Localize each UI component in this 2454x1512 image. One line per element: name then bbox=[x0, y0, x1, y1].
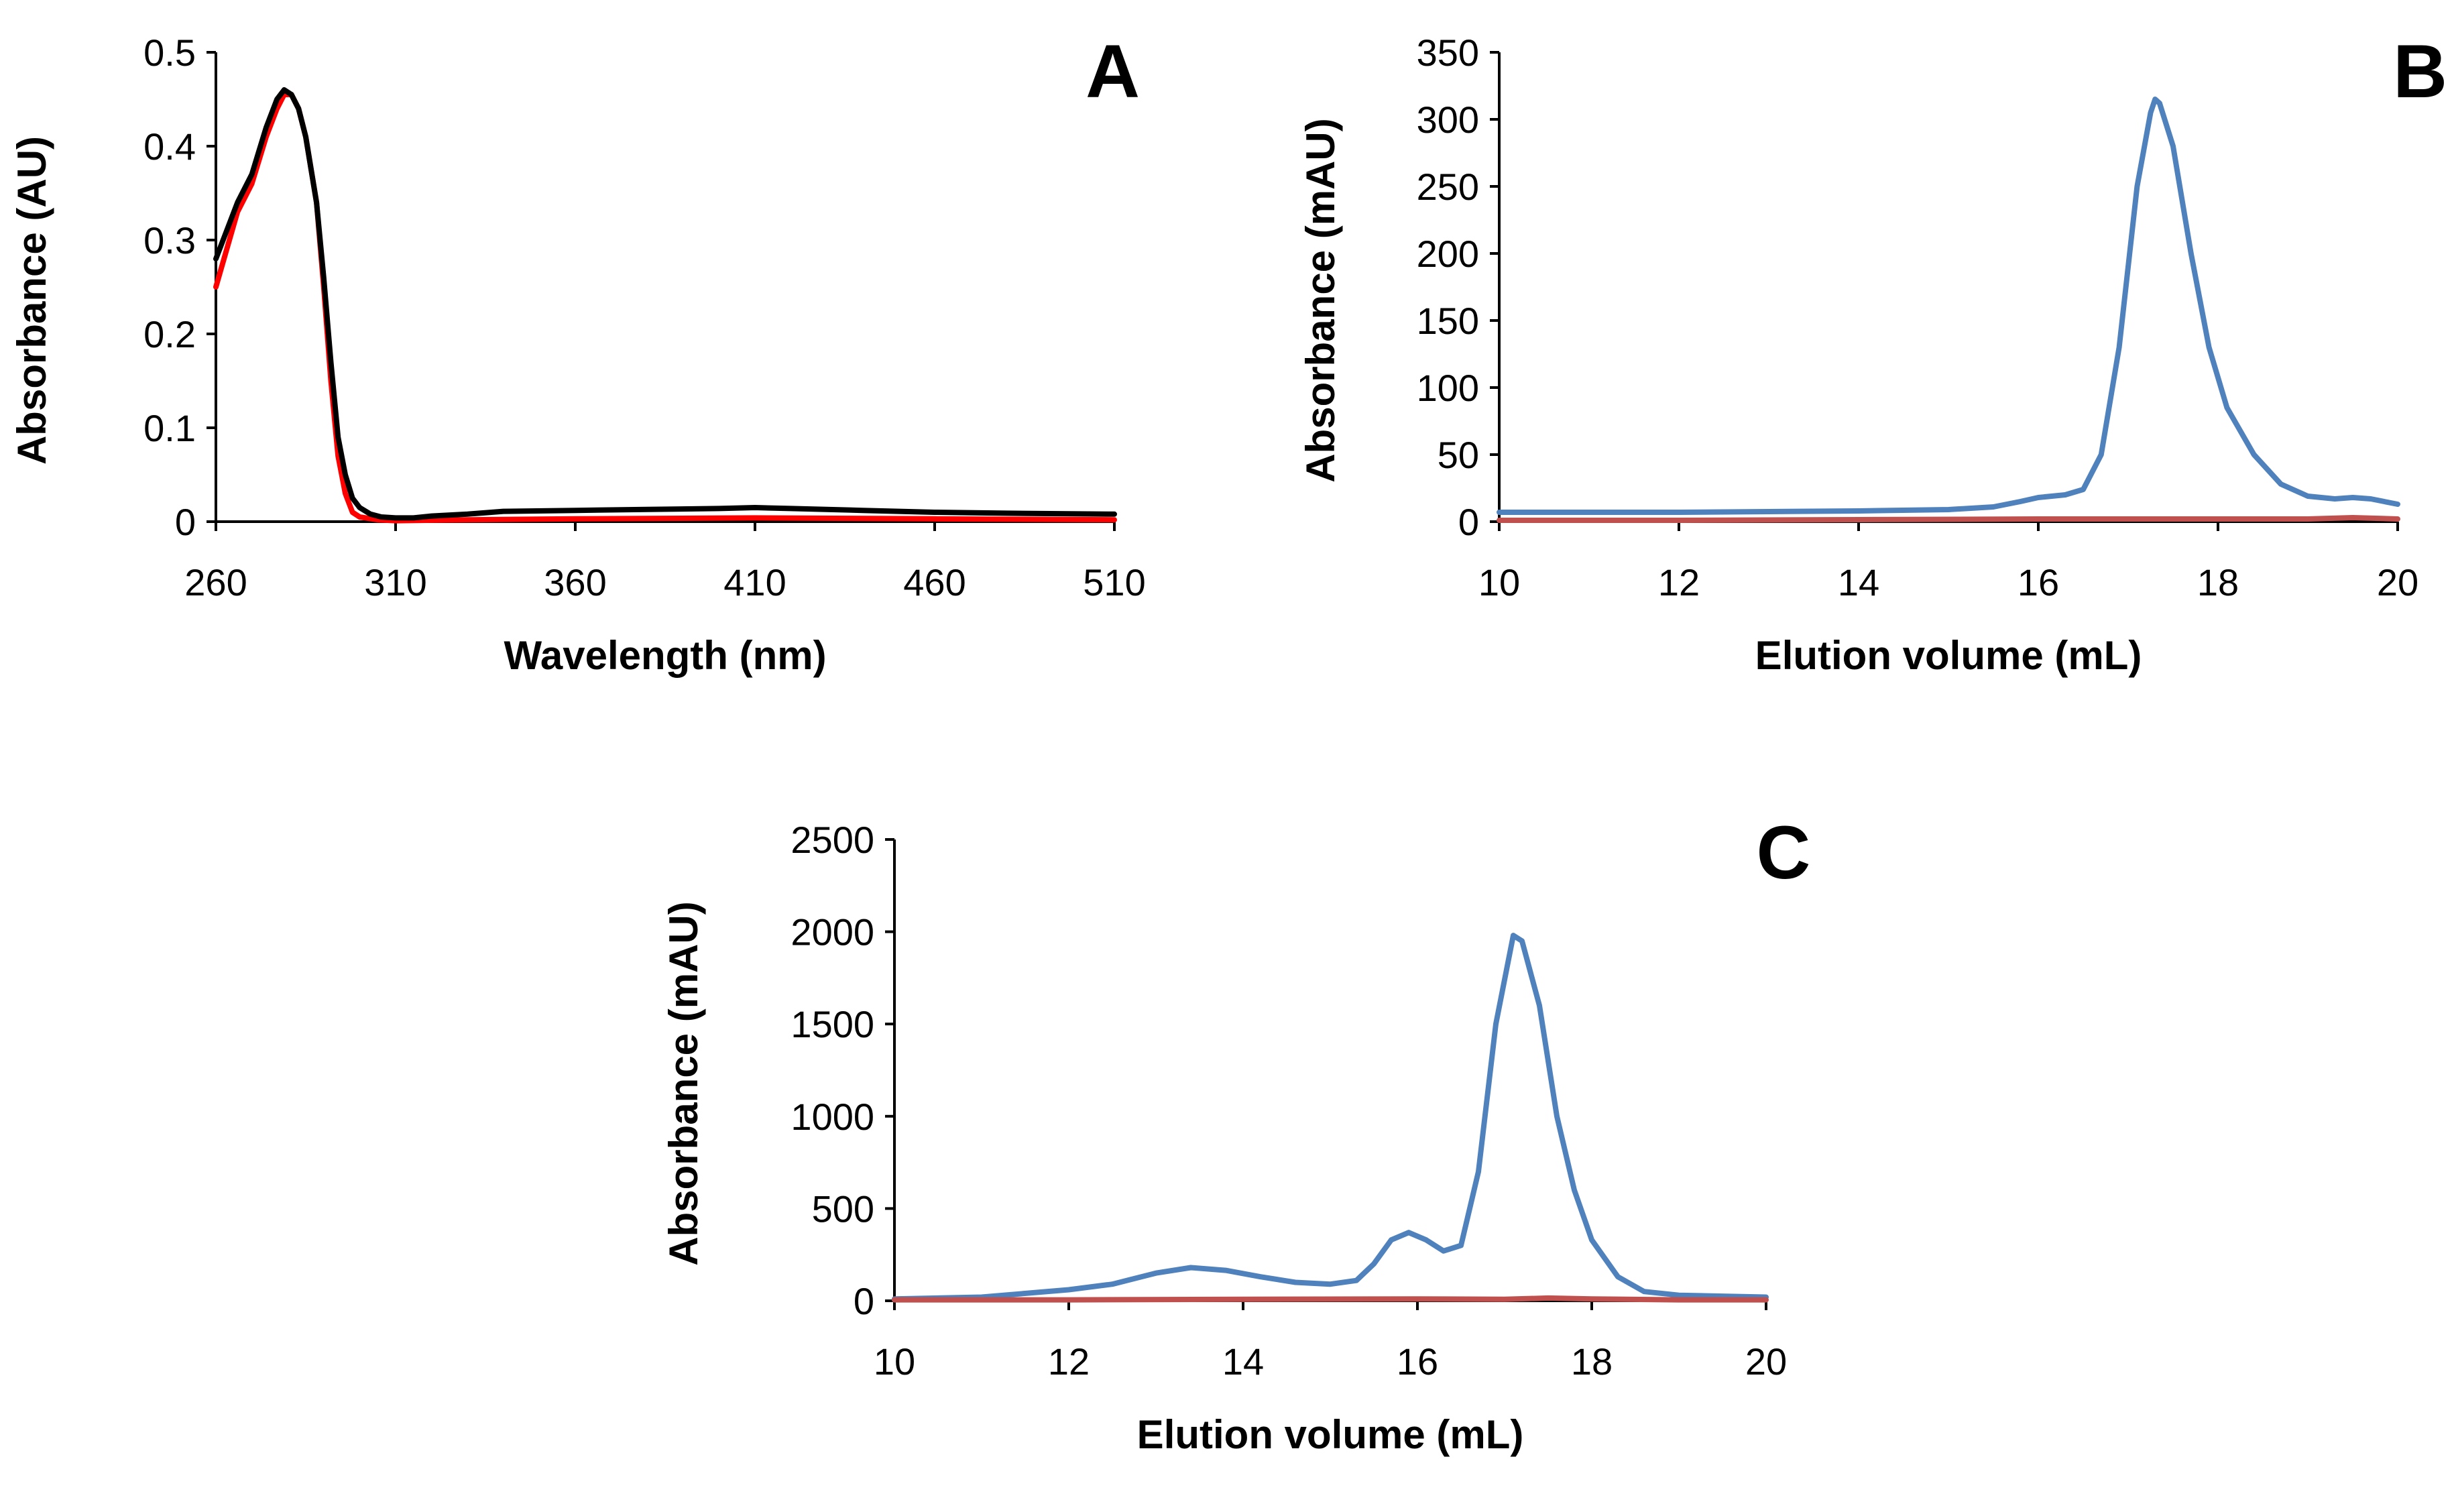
series-line-c-1 bbox=[892, 933, 1769, 1302]
panel-letter-b: B bbox=[2393, 30, 2447, 113]
x-axis-title-c: Elution volume (mL) bbox=[1137, 1412, 1524, 1457]
y-tick-label: 0.4 bbox=[143, 125, 196, 168]
y-tick-label: 50 bbox=[1438, 434, 1479, 476]
series-line-b-2 bbox=[1497, 515, 2400, 523]
y-tick-label: 200 bbox=[1417, 233, 1479, 275]
panel-letter-c: C bbox=[1757, 811, 1811, 894]
panel-letter-a: A bbox=[1086, 30, 1140, 113]
x-tick-label: 510 bbox=[1083, 561, 1145, 603]
x-tick-label: 20 bbox=[1745, 1340, 1787, 1383]
x-axis-title-b: Elution volume (mL) bbox=[1755, 633, 2142, 678]
y-tick-label: 350 bbox=[1417, 32, 1479, 74]
y-tick-label: 0 bbox=[1458, 501, 1479, 543]
x-tick-label: 18 bbox=[2197, 561, 2239, 603]
panel-a-chart: 0 0.1 0.2 0.3 0.4 0.5 260 310 360 410 460 510 Wavele… bbox=[9, 30, 1146, 678]
x-tick-label: 16 bbox=[1397, 1340, 1438, 1383]
y-tick-label: 0.5 bbox=[143, 32, 196, 74]
y-tick-label: 500 bbox=[812, 1187, 874, 1230]
y-tick-label: 0.1 bbox=[143, 407, 196, 449]
y-tick-label: 2000 bbox=[791, 911, 874, 953]
y-tick-label: 1500 bbox=[791, 1003, 874, 1045]
x-tick-label: 360 bbox=[544, 561, 606, 603]
series-line-b-1 bbox=[1497, 97, 2400, 515]
series-line-a-2 bbox=[213, 87, 1117, 521]
x-axis-title-a: Wavelength (nm) bbox=[504, 633, 826, 678]
series-line-a-1 bbox=[213, 92, 1117, 524]
panel-c-chart: 0 500 1000 1500 2000 2500 10 12 14 16 18 20 Elution … bbox=[661, 811, 1810, 1457]
x-tick-label: 460 bbox=[903, 561, 966, 603]
x-tick-label: 14 bbox=[1838, 561, 1879, 603]
x-tick-label: 16 bbox=[2018, 561, 2059, 603]
y-axis-title-a: Absorbance (AU) bbox=[9, 136, 54, 465]
y-tick-label: 300 bbox=[1417, 99, 1479, 141]
panel-b-chart: 0 50 100 150 200 250 300 350 10 12 14 16 18 20 Elution… bbox=[1298, 30, 2447, 678]
y-tick-label: 250 bbox=[1417, 166, 1479, 208]
x-tick-label: 410 bbox=[723, 561, 786, 603]
y-tick-label: 0 bbox=[175, 501, 196, 543]
x-tick-label: 310 bbox=[364, 561, 426, 603]
y-axis-title-b: Absorbance (mAU) bbox=[1298, 118, 1343, 482]
y-tick-label: 2500 bbox=[791, 819, 874, 861]
y-tick-label: 1000 bbox=[791, 1096, 874, 1138]
x-tick-label: 10 bbox=[874, 1340, 915, 1383]
x-tick-label: 18 bbox=[1571, 1340, 1613, 1383]
y-tick-label: 0.3 bbox=[143, 219, 196, 261]
y-tick-label: 0.2 bbox=[143, 313, 196, 355]
x-tick-label: 12 bbox=[1658, 561, 1700, 603]
y-axis-title-c: Absorbance (mAU) bbox=[661, 901, 706, 1265]
y-tick-label: 100 bbox=[1417, 367, 1479, 409]
x-tick-label: 12 bbox=[1048, 1340, 1090, 1383]
y-tick-label: 0 bbox=[854, 1280, 874, 1322]
x-tick-label: 14 bbox=[1222, 1340, 1264, 1383]
y-tick-label: 150 bbox=[1417, 300, 1479, 342]
x-tick-label: 10 bbox=[1478, 561, 1520, 603]
series-line-c-2 bbox=[892, 1295, 1769, 1303]
x-tick-label: 20 bbox=[2377, 561, 2418, 603]
x-tick-label: 260 bbox=[184, 561, 247, 603]
